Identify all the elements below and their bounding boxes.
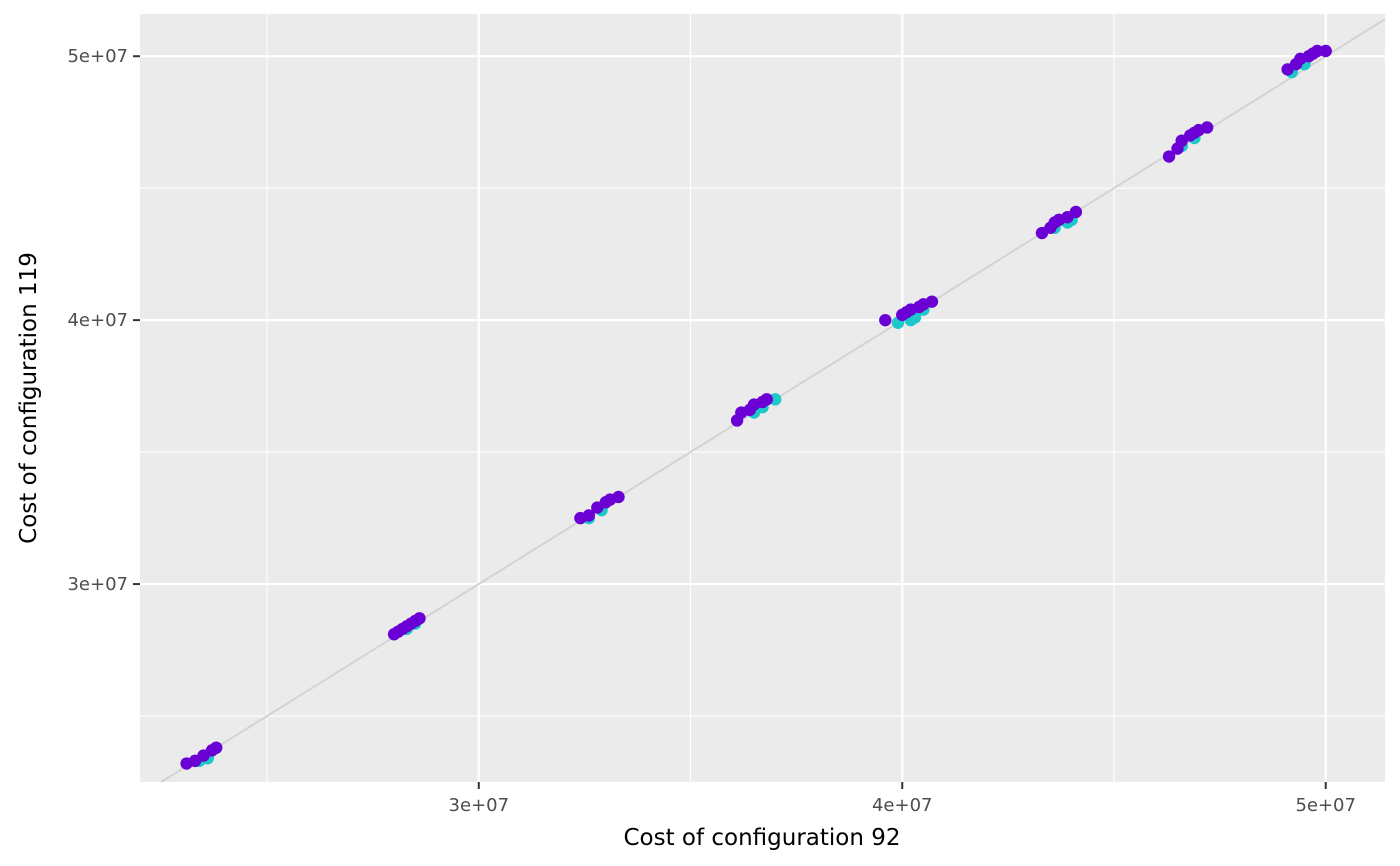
minor-gridlines	[140, 14, 1385, 782]
scatter-point-series-2	[210, 741, 223, 754]
x-tick-label: 4e+07	[872, 795, 933, 816]
scatter-point-series-2	[879, 313, 892, 327]
scatter-point-series-2	[413, 612, 426, 625]
scatter-point-series-2	[1319, 44, 1332, 58]
x-axis-title: Cost of configuration 92	[623, 825, 900, 851]
scatter-point-series-2	[612, 490, 625, 504]
scatter-point-series-1	[769, 393, 782, 406]
y-tick-label: 3e+07	[67, 574, 128, 595]
scatter-point-series-2	[1162, 150, 1176, 163]
y-tick-label: 4e+07	[67, 310, 128, 331]
scatter-point-series-2	[582, 509, 596, 522]
y-tick-label: 5e+07	[67, 46, 128, 67]
y-axis-ticks: 3e+07 4e+07 5e+07	[67, 46, 140, 595]
x-axis-ticks: 3e+07 4e+07 5e+07	[449, 782, 1356, 816]
scatter-point-series-2	[1069, 205, 1083, 219]
scatter-point-series-2	[760, 393, 773, 406]
scatter-point-series-2	[1200, 121, 1214, 134]
data-points	[180, 44, 1332, 770]
x-tick-label: 5e+07	[1295, 795, 1356, 816]
major-gridlines	[140, 14, 1385, 782]
x-tick-label: 3e+07	[449, 795, 510, 816]
scatter-point-series-2	[925, 295, 939, 308]
y-axis-title: Cost of configuration 119	[16, 252, 42, 544]
